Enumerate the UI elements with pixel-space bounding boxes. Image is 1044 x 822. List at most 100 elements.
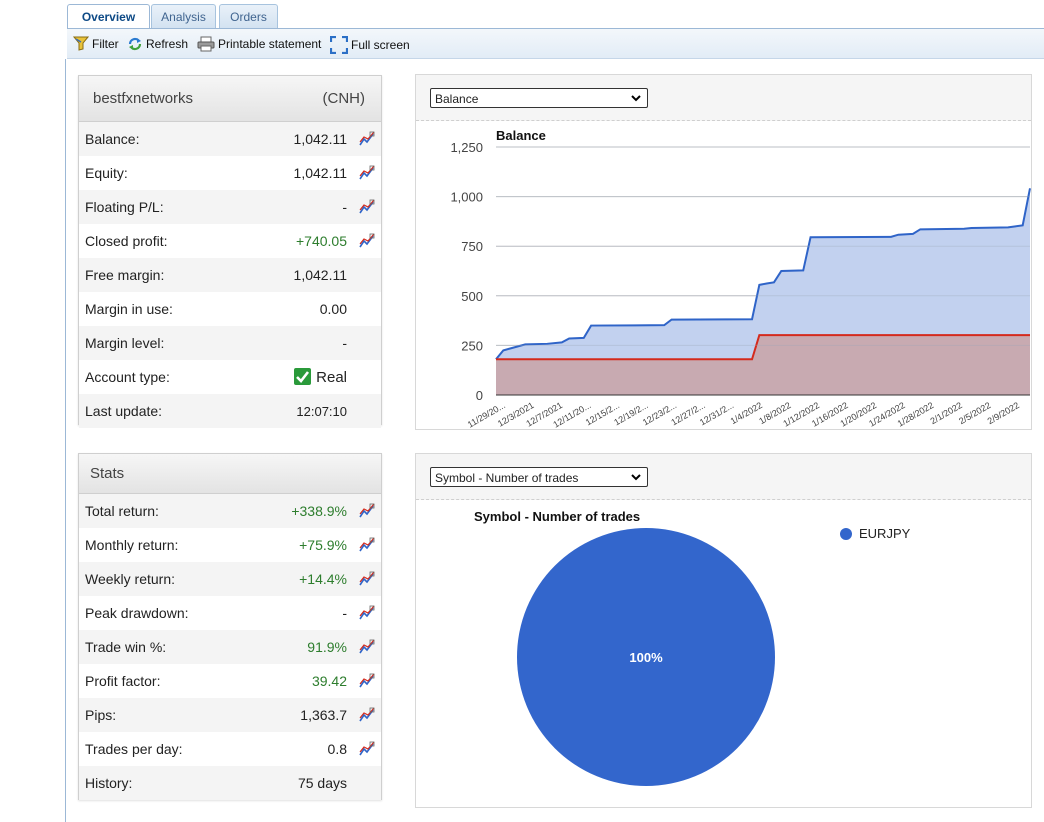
printable-statement-label: Printable statement — [218, 37, 322, 51]
y-tick-label: 0 — [476, 388, 483, 403]
account-row: Account type: Real — [79, 360, 381, 394]
chart-line-icon[interactable] — [359, 707, 375, 723]
chart-line-icon[interactable] — [359, 571, 375, 587]
stats-title: Stats — [90, 465, 125, 482]
account-row-value: 0.00 — [319, 301, 347, 317]
pie-chart: Symbol - Number of trades 100% EURJPY — [474, 509, 911, 786]
pie-slice[interactable] — [517, 528, 775, 786]
chart-line-icon[interactable] — [359, 741, 375, 757]
account-row: Closed profit: +740.05 — [79, 224, 381, 258]
balance-chart-select-value: Balance — [435, 92, 479, 106]
account-row-label: Equity: — [85, 165, 128, 181]
pie-chart-select[interactable]: Symbol - Number of trades — [430, 467, 648, 487]
stats-row-value: +338.9% — [291, 503, 347, 519]
legend-label[interactable]: EURJPY — [859, 526, 911, 541]
stats-panel: Stats Total return: +338.9% Monthly return… — [78, 453, 382, 800]
chart-line-icon[interactable] — [359, 605, 375, 621]
account-row-value: 12:07:10 — [296, 403, 347, 419]
printer-icon — [197, 36, 215, 52]
stats-row-label: Trade win %: — [85, 639, 167, 655]
chart-line-icon[interactable] — [359, 639, 375, 655]
closed-profit-series-line — [496, 334, 1030, 361]
stats-row-value: +75.9% — [299, 537, 347, 553]
account-row-label: Margin level: — [85, 335, 165, 351]
stats-row: Trades per day: 0.8 — [79, 732, 381, 766]
stats-row: Monthly return: +75.9% — [79, 528, 381, 562]
stats-row-value: 39.42 — [311, 673, 347, 689]
account-row: Floating P/L: - — [79, 190, 381, 224]
legend-marker — [840, 528, 852, 540]
stats-row: Profit factor: 39.42 — [79, 664, 381, 698]
stats-row-label: History: — [85, 775, 133, 791]
balance-chart-toolbar: Balance — [416, 75, 1031, 121]
account-row-label: Margin in use: — [85, 301, 173, 317]
printable-statement-button[interactable]: Printable statement — [197, 36, 321, 52]
stats-row-value: - — [342, 605, 347, 621]
y-tick-label: 1,250 — [450, 140, 483, 155]
account-header: bestfxnetworks (CNH) — [79, 76, 381, 122]
full-screen-button[interactable]: Full screen — [330, 36, 410, 54]
account-row-value: - — [342, 199, 347, 215]
pie-chart-panel: Symbol - Number of trades Symbol - Numbe… — [415, 453, 1032, 808]
stats-row-value: 1,363.7 — [300, 707, 347, 723]
account-row-label: Floating P/L: — [85, 199, 164, 215]
account-row: Margin level: - — [79, 326, 381, 360]
stats-row-label: Peak drawdown: — [85, 605, 189, 621]
filter-icon — [73, 36, 89, 51]
refresh-icon — [128, 37, 142, 51]
y-tick-label: 500 — [461, 289, 483, 304]
tab-divider — [67, 28, 1044, 29]
y-tick-label: 1,000 — [450, 190, 483, 205]
toolbar: Filter Refresh Printable statement Full … — [67, 29, 1044, 59]
tab-overview[interactable]: Overview — [67, 4, 150, 29]
stats-row: Weekly return: +14.4% — [79, 562, 381, 596]
balance-chart-panel: Balance 1,250 1,000 750 500 250 0 Balance 11/29… — [415, 74, 1032, 430]
x-tick-label: 1/4/2022 — [729, 400, 764, 426]
stats-row-value: +14.4% — [299, 571, 347, 587]
refresh-button[interactable]: Refresh — [127, 36, 188, 52]
stats-row-label: Trades per day: — [85, 741, 183, 757]
chart-line-icon[interactable] — [359, 537, 375, 553]
x-tick-label: 2/9/2022 — [986, 400, 1021, 426]
chart-line-icon[interactable] — [359, 503, 375, 519]
account-row: Free margin: 1,042.11 — [79, 258, 381, 292]
account-row-label: Balance: — [85, 131, 140, 147]
stats-row-value: 0.8 — [327, 741, 347, 757]
account-row-value: Real — [294, 368, 347, 386]
stats-row-label: Monthly return: — [85, 537, 179, 553]
stats-row-value: 91.9% — [307, 639, 347, 655]
chevron-down-icon — [631, 95, 641, 102]
account-row-value: - — [342, 335, 347, 351]
chart-line-icon[interactable] — [359, 233, 375, 249]
account-rows: Balance: 1,042.11 Equity: 1,042.11 Floating … — [79, 122, 381, 428]
stats-row: History: 75 days — [79, 766, 381, 800]
x-tick-label: 2/1/2022 — [929, 400, 964, 426]
account-row-value: 1,042.11 — [293, 165, 347, 181]
fullscreen-icon — [330, 36, 348, 54]
chart-line-icon[interactable] — [359, 199, 375, 215]
pie-chart-select-value: Symbol - Number of trades — [435, 471, 579, 485]
checkmark-icon — [294, 368, 312, 385]
stats-row: Pips: 1,363.7 — [79, 698, 381, 732]
tab-orders[interactable]: Orders — [219, 4, 278, 28]
chart-line-icon[interactable] — [359, 131, 375, 147]
filter-button[interactable]: Filter — [73, 36, 119, 51]
balance-chart-select[interactable]: Balance — [430, 88, 648, 108]
chart-title: Symbol - Number of trades — [474, 509, 640, 524]
chart-line-icon[interactable] — [359, 673, 375, 689]
account-summary-panel: bestfxnetworks (CNH) Balance: 1,042.11 Equ… — [78, 75, 382, 428]
tab-analysis[interactable]: Analysis — [151, 4, 216, 28]
account-currency: (CNH) — [322, 90, 366, 107]
stats-row: Trade win %: 91.9% — [79, 630, 381, 664]
account-row: Margin in use: 0.00 — [79, 292, 381, 326]
balance-chart: 1,2501,0007505002500Balance11/29/20...12… — [450, 128, 1031, 429]
closed-profit-series-area — [496, 335, 1030, 395]
account-row-value: +740.05 — [296, 233, 347, 249]
chart-line-icon[interactable] — [359, 165, 375, 181]
balance-series-line — [495, 188, 1031, 360]
account-name: bestfxnetworks — [93, 90, 194, 107]
stats-row-label: Pips: — [85, 707, 117, 723]
refresh-label: Refresh — [146, 37, 189, 51]
stats-row-label: Total return: — [85, 503, 159, 519]
x-tick-label: 2/5/2022 — [957, 400, 992, 426]
